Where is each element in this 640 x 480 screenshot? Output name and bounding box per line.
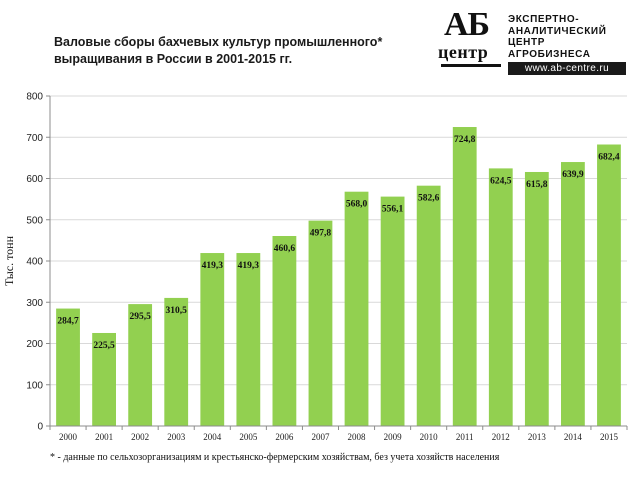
- data-label: 556,1: [382, 205, 404, 215]
- y-tick-label: 0: [37, 422, 43, 433]
- bar: [92, 332, 116, 426]
- bar: [200, 253, 225, 426]
- data-label: 460,6: [274, 244, 296, 254]
- footnote: * - данные по сельхозорганизациям и крес…: [50, 452, 500, 463]
- x-tick-label: 2013: [528, 432, 547, 442]
- y-tick-label: 600: [26, 174, 43, 185]
- data-label: 419,3: [238, 261, 260, 271]
- bar: [416, 185, 441, 426]
- data-label: 310,5: [166, 306, 188, 316]
- data-label: 497,8: [310, 229, 332, 239]
- data-label: 284,7: [57, 317, 79, 327]
- x-tick-label: 2007: [311, 432, 330, 442]
- logo-caption-line1: ЭКСПЕРТНО-: [508, 14, 580, 25]
- bar: [56, 308, 80, 426]
- x-tick-label: 2008: [348, 432, 367, 442]
- x-tick-label: 2010: [420, 432, 439, 442]
- data-label: 568,0: [346, 200, 368, 210]
- bar: [524, 171, 549, 426]
- bar: [488, 168, 513, 427]
- y-tick-label: 500: [26, 215, 43, 226]
- logo-word: центр: [438, 42, 489, 62]
- logo-caption-line3: ЦЕНТР: [508, 37, 545, 48]
- x-tick-label: 2014: [564, 432, 583, 442]
- bar: [597, 144, 621, 426]
- y-tick-label: 100: [26, 380, 43, 391]
- x-axis-ticks: 2000 2001 2002 2003 2004 2005 2006 2007 2008 2009…: [49, 426, 628, 442]
- logo-caption-line4: АГРОБИЗНЕСА: [508, 48, 591, 60]
- y-tick-label: 700: [26, 133, 43, 144]
- data-labels: 284,7 225,5 295,5 310,5 419,3 419,3 460,6 497,8…: [57, 135, 620, 351]
- x-tick-label: 2009: [384, 432, 403, 442]
- logo-underline: [441, 64, 501, 67]
- data-label: 724,8: [454, 135, 476, 145]
- x-tick-label: 2011: [456, 432, 474, 442]
- logo-caption: ЭКСПЕРТНО- АНАЛИТИЧЕСКИЙ ЦЕНТР АГРОБИЗНЕ…: [508, 14, 606, 60]
- y-tick-label: 800: [26, 92, 43, 103]
- y-tick-label: 200: [26, 339, 43, 350]
- logo-letters: АБ: [444, 6, 490, 43]
- x-tick-label: 2006: [275, 432, 294, 442]
- y-axis-ticks: 0 100 200 300 400 500 600 700 800: [26, 92, 50, 433]
- bars: [56, 127, 621, 427]
- x-tick-label: 2003: [167, 432, 186, 442]
- bar: [561, 162, 585, 426]
- bar: [344, 191, 369, 426]
- x-tick-label: 2005: [239, 432, 258, 442]
- data-label: 582,6: [418, 194, 440, 204]
- logo-caption-line2: АНАЛИТИЧЕСКИЙ: [508, 25, 607, 37]
- chart-title: Валовые сборы бахчевых культур промышлен…: [54, 34, 414, 68]
- y-tick-label: 300: [26, 298, 43, 309]
- bar: [452, 127, 477, 427]
- bar: [128, 304, 153, 426]
- ab-centre-logo: АБ центр ЭКСПЕРТНО- АНАЛИТИЧЕСКИЙ ЦЕНТР …: [436, 6, 632, 76]
- y-axis-label: Тыс. тонн: [2, 235, 16, 286]
- x-tick-label: 2012: [492, 432, 510, 442]
- chart-title-line2: выращивания в России в 2001-2015 гг.: [54, 52, 293, 66]
- data-label: 682,4: [598, 153, 620, 163]
- bar: [272, 236, 297, 426]
- data-label: 419,3: [202, 261, 224, 271]
- x-tick-label: 2000: [59, 432, 78, 442]
- data-label: 639,9: [562, 170, 584, 180]
- y-tick-label: 400: [26, 257, 43, 268]
- x-tick-label: 2002: [131, 432, 149, 442]
- chart-title-line1: Валовые сборы бахчевых культур промышлен…: [54, 35, 383, 49]
- x-tick-label: 2015: [600, 432, 619, 442]
- x-tick-label: 2001: [95, 432, 113, 442]
- data-label: 225,5: [93, 341, 115, 351]
- bar: [380, 196, 405, 426]
- logo-url: www.ab-centre.ru: [508, 62, 626, 75]
- data-label: 624,5: [490, 176, 512, 186]
- bar: [308, 220, 333, 426]
- data-label: 615,8: [526, 180, 548, 190]
- bar: [236, 253, 261, 426]
- bar: [164, 297, 189, 426]
- x-tick-label: 2004: [203, 432, 222, 442]
- data-label: 295,5: [129, 312, 151, 322]
